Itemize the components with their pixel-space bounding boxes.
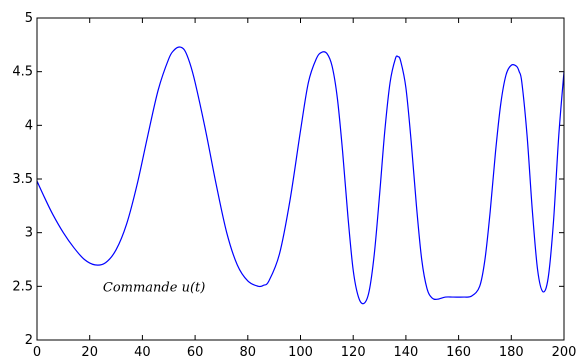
- x-tick-label: 60: [187, 345, 204, 360]
- y-tick-label: 5: [25, 11, 33, 26]
- y-tick-label: 3.5: [12, 172, 33, 187]
- tick-labels: 0 20 40 60 80 100 120 140 160 180 200 2 2.5 3 3.5 4 4.5 5: [12, 11, 576, 360]
- x-tick-label: 140: [393, 345, 418, 360]
- x-tick-label: 200: [552, 345, 577, 360]
- x-tick-label: 120: [341, 345, 366, 360]
- y-tick-label: 2: [25, 333, 33, 348]
- y-tick-label: 4: [25, 118, 33, 133]
- x-tick-label: 100: [288, 345, 313, 360]
- x-tick-label: 80: [240, 345, 257, 360]
- series-line-command: [36, 46, 565, 305]
- y-tick-label: 3: [25, 226, 33, 241]
- chart-annotation: Commande u(t): [103, 281, 205, 296]
- y-tick-label: 4.5: [12, 65, 33, 80]
- plot-area: [36, 17, 565, 341]
- x-tick-label: 180: [499, 345, 524, 360]
- x-tick-label: 0: [33, 345, 41, 360]
- x-tick-label: 40: [134, 345, 151, 360]
- x-tick-label: 20: [81, 345, 98, 360]
- y-tick-label: 2.5: [12, 279, 33, 294]
- x-tick-label: 160: [446, 345, 471, 360]
